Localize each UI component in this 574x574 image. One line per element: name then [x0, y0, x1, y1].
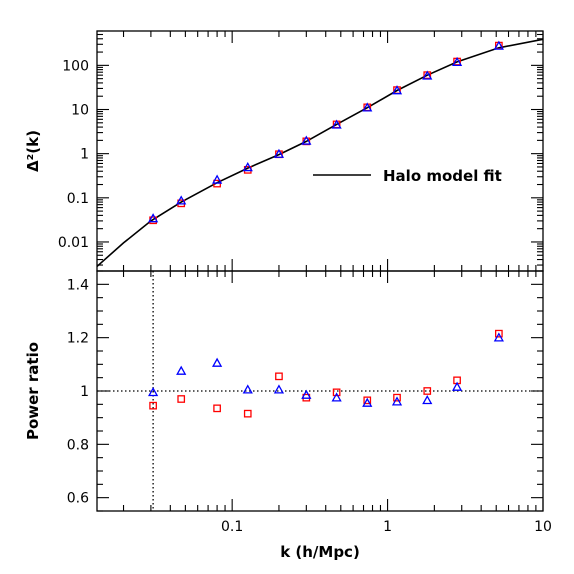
triangle-marker [242, 162, 253, 172]
bottom-plot-frame [96, 270, 544, 512]
square-marker [275, 372, 283, 381]
triangle-marker [331, 392, 342, 402]
top-y-tick-label: 0.01 [58, 235, 89, 251]
triangle-marker [273, 148, 285, 158]
triangle-marker [451, 56, 463, 67]
triangle-marker [362, 102, 373, 112]
bottom-y-tick-label: 0.8 [67, 437, 89, 453]
top-y-tick-label: 0.1 [67, 191, 89, 207]
triangle-marker [493, 332, 504, 342]
triangle-marker [422, 394, 433, 405]
top-y-tick-label: 10 [71, 103, 89, 119]
top-y-axis-label: Δ²(k) [24, 130, 42, 172]
bottom-y-tick-label: 1.2 [67, 331, 89, 347]
triangle-marker [176, 365, 187, 375]
top-y-tick-label: 1 [80, 147, 89, 163]
top-panel: 0.01 0.1 1 10 100 Halo model fit Δ²(k) [24, 30, 544, 272]
triangle-marker [493, 40, 504, 50]
legend: Halo model fit [313, 167, 502, 185]
bottom-y-axis-label: Power ratio [24, 342, 42, 440]
top-y-tick-label: 100 [62, 58, 89, 74]
x-tick-label: 10 [534, 519, 552, 535]
square-marker [423, 387, 432, 395]
square-marker [243, 409, 252, 418]
triangle-marker [451, 381, 463, 391]
square-marker [495, 329, 503, 338]
triangle-marker [148, 213, 159, 223]
reference-lines [97, 271, 543, 511]
triangle-marker [422, 70, 433, 80]
square-marker [149, 401, 157, 410]
legend-label: Halo model fit [383, 167, 502, 185]
triangle-marker [331, 119, 342, 129]
triangle-marker [211, 174, 223, 184]
square-marker [177, 395, 186, 403]
square-marker [393, 393, 401, 402]
top-ticks: 0.01 0.1 1 10 100 [58, 30, 544, 271]
triangle-marker [273, 384, 285, 394]
triangle-marker [391, 396, 403, 406]
bottom-y-tick-label: 0.6 [67, 491, 89, 507]
triangle-marker [301, 135, 312, 145]
triangle-marker [176, 195, 187, 205]
triangle-marker [301, 389, 312, 399]
triangle-marker [211, 357, 223, 367]
triangle-marker [242, 384, 253, 394]
square-marker [332, 388, 341, 397]
bottom-y-tick-label: 1.4 [67, 277, 89, 293]
bottom-series [148, 329, 504, 418]
x-tick-label: 0.1 [221, 519, 243, 535]
triangle-marker [362, 397, 373, 407]
triangle-marker [391, 85, 403, 95]
bottom-panel: 0.6 0.8 1 1.2 1.4 0.1 1 10 Power ratio k (h/Mpc… [24, 270, 552, 561]
bottom-ticks: 0.6 0.8 1 1.2 1.4 0.1 1 10 [67, 270, 552, 535]
square-marker [213, 404, 221, 413]
top-series [97, 38, 543, 267]
bottom-y-tick-label: 1 [80, 384, 89, 400]
x-tick-label: 1 [383, 519, 392, 535]
square-marker [363, 396, 372, 405]
triangle-marker [148, 386, 159, 397]
x-axis-label: k (h/Mpc) [280, 543, 360, 561]
fit-curve [97, 38, 543, 267]
top-plot-frame [96, 30, 544, 272]
